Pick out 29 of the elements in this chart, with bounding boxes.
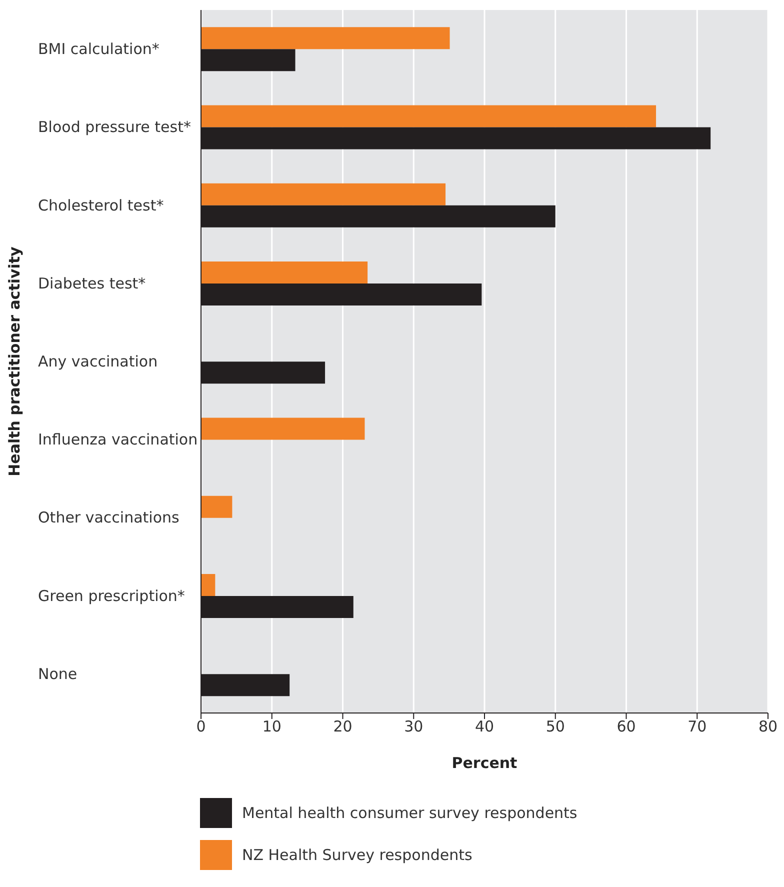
x-tick-label: 50: [546, 718, 565, 736]
x-tick-label: 40: [474, 718, 494, 736]
x-tick-label: 20: [333, 718, 352, 736]
x-axis-title: Percent: [452, 754, 518, 772]
y-axis-title: Health practitioner activity: [5, 246, 24, 476]
bar: [201, 183, 446, 206]
bar: [201, 105, 656, 128]
legend-label: Mental health consumer survey respondents: [242, 804, 578, 822]
bar: [201, 574, 216, 596]
y-tick-label: BMI calculation*: [38, 40, 160, 58]
legend-label: NZ Health Survey respondents: [242, 846, 472, 864]
x-tick-label: 30: [404, 718, 424, 736]
bar: [201, 496, 232, 518]
y-tick-label: Diabetes test*: [38, 274, 146, 292]
bar: [201, 418, 365, 440]
y-tick-label: Green prescription*: [38, 586, 186, 605]
y-tick-label: Blood pressure test*: [38, 118, 192, 136]
bar: [201, 262, 368, 284]
x-tick-label: 80: [758, 718, 778, 736]
y-tick-label: Other vaccinations: [38, 508, 180, 527]
y-tick-label: Any vaccination: [38, 352, 158, 370]
x-tick-label: 10: [262, 718, 282, 736]
y-tick-label: Influenza vaccination: [38, 430, 198, 449]
bar: [201, 27, 450, 50]
y-tick-label: None: [38, 664, 78, 683]
x-tick-label: 60: [616, 718, 636, 736]
y-tick-label: Cholesterol test*: [38, 196, 164, 214]
x-tick-label: 70: [688, 718, 707, 736]
x-tick-label: 0: [196, 718, 206, 736]
